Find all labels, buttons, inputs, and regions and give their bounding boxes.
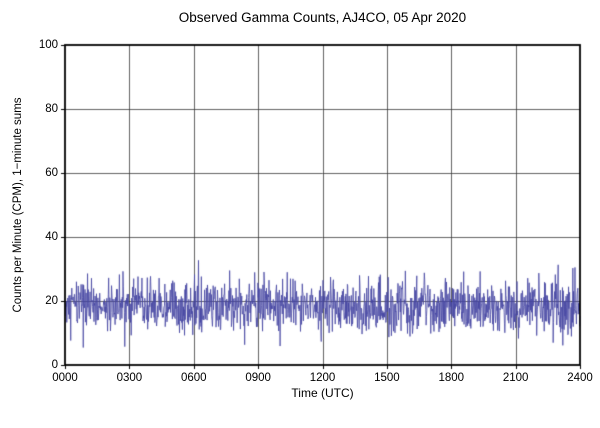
y-tick-label: 20: [45, 295, 58, 307]
x-tick-label: 0000: [52, 372, 78, 384]
x-tick-label: 2400: [567, 372, 593, 384]
chart-title: Observed Gamma Counts, AJ4CO, 05 Apr 202…: [178, 10, 467, 25]
x-tick-label: 1800: [438, 372, 465, 384]
x-tick-label: 1200: [309, 372, 336, 384]
x-tick-label: 2100: [502, 372, 529, 384]
x-axis-label: Time (UTC): [291, 386, 354, 400]
x-tick-label: 0900: [245, 372, 271, 384]
y-tick-label: 60: [45, 167, 58, 179]
y-axis-label: Counts per Minute (CPM), 1−minute sums: [12, 97, 24, 313]
y-tick-label: 80: [45, 103, 58, 115]
x-tick-label: 0300: [116, 372, 143, 384]
x-tick-label: 0600: [180, 372, 207, 384]
y-tick-label: 100: [38, 39, 58, 51]
y-tick-label: 40: [45, 231, 58, 243]
x-tick-label: 1500: [374, 372, 400, 384]
y-tick-label: 0: [51, 359, 58, 371]
